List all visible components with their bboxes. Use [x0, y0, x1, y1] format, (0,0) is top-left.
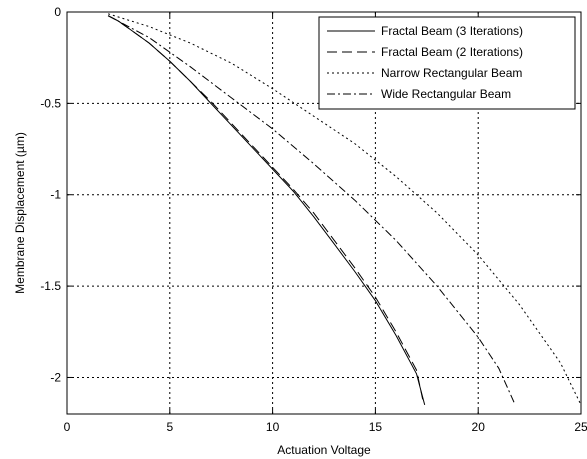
x-tick-label: 25 — [574, 420, 587, 434]
y-tick-label: -0.5 — [40, 96, 61, 110]
plot-frame — [66, 11, 582, 415]
legend: Fractal Beam (3 Iterations) Fractal Beam … — [318, 16, 576, 110]
x-tick-label: 15 — [369, 420, 383, 434]
y-tick-label: -1 — [50, 188, 61, 202]
series-line-4 — [107, 15, 516, 406]
legend-label-1: Fractal Beam (3 Iterations) — [381, 24, 523, 38]
legend-label-4: Wide Rectangular Beam — [381, 87, 511, 101]
legend-label-3: Narrow Rectangular Beam — [381, 66, 522, 80]
series-line-2 — [107, 15, 424, 400]
legend-label-2: Fractal Beam (2 Iterations) — [381, 45, 523, 59]
y-axis-label: Membrane Displacement (µm) — [13, 132, 27, 294]
x-tick-label: 5 — [166, 420, 173, 434]
series-line-3 — [107, 13, 582, 406]
x-tick-label: 0 — [64, 420, 71, 434]
y-tick-label: 0 — [54, 5, 61, 19]
x-tick-label: 20 — [472, 420, 486, 434]
y-tick-label: -1.5 — [40, 279, 61, 293]
axis-ticks — [66, 11, 582, 414]
y-tick-label: -2 — [50, 370, 61, 384]
tick-labels: 0 5 10 15 20 25 0 -0.5 -1 -1.5 -2 — [40, 5, 587, 434]
x-tick-label: 10 — [266, 420, 280, 434]
series-layer — [107, 13, 582, 406]
x-axis-label: Actuation Voltage — [277, 443, 371, 457]
